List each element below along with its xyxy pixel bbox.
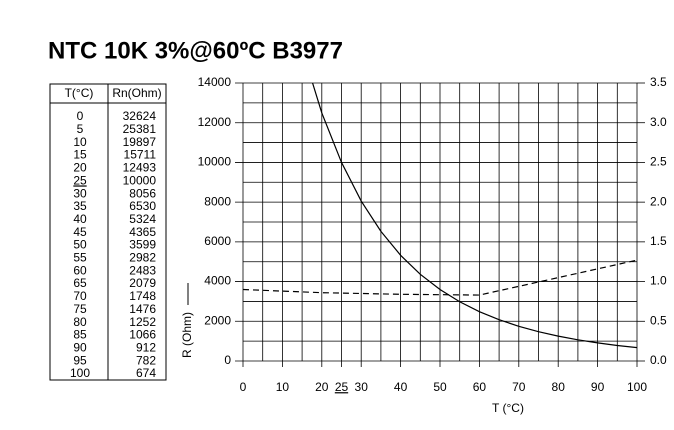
table-cell: 30 [73,186,87,200]
table-cell: 20 [73,161,87,175]
table-header: Rn(Ohm) [112,86,161,100]
table-cell: 40 [73,212,87,226]
table-cell: 4365 [129,225,156,239]
table-cell: 75 [73,302,87,316]
table-cell: 19897 [123,135,157,149]
y-tick-label: 12000 [198,115,232,129]
y2-tick-label: 0.5 [650,313,667,327]
table-cell: 3599 [129,238,156,252]
table-cell: 35 [73,199,87,213]
table-cell: 25 [73,173,87,187]
table-cell: 70 [73,289,87,303]
table-cell: 8056 [129,186,156,200]
x-tick-label: 25 [335,380,349,394]
y-tick-label: 2000 [204,313,231,327]
table-cell: 674 [136,366,156,380]
table-cell: 10000 [123,173,157,187]
table-cell: 5 [77,122,84,136]
y2-tick-label: 0.0 [650,353,667,367]
table-cell: 1066 [129,328,156,342]
table-cell: 1476 [129,302,156,316]
x-tick-label: 20 [315,380,329,394]
y-axis-label: R (Ohm) [180,312,194,358]
table-cell: 912 [136,340,156,354]
table-cell: 32624 [123,109,157,123]
x-axis-label: T (°C) [492,401,524,415]
title: NTC 10K 3%@60ºC B3977 [48,37,343,64]
y-tick-label: 8000 [204,194,231,208]
y2-tick-label: 2.5 [650,155,667,169]
table-cell: 10 [73,135,87,149]
x-tick-label: 50 [433,380,447,394]
table-cell: 95 [73,353,87,367]
y2-tick-label: 1.5 [650,234,667,248]
table-header: T(°C) [65,86,94,100]
table-cell: 80 [73,315,87,329]
table-cell: 1252 [129,315,156,329]
x-tick-label: 40 [394,380,408,394]
table-cell: 25381 [123,122,157,136]
x-tick-label: 10 [276,380,290,394]
table-cell: 2982 [129,251,156,265]
table-cell: 2483 [129,263,156,277]
x-tick-label: 60 [473,380,487,394]
table-cell: 12493 [123,161,157,175]
table-cell: 782 [136,353,156,367]
table-cell: 65 [73,276,87,290]
y-tick-label: 0 [224,353,231,367]
table-cell: 100 [70,366,90,380]
table-cell: 45 [73,225,87,239]
table-cell: 6530 [129,199,156,213]
y2-tick-label: 1.0 [650,274,667,288]
x-tick-label: 0 [240,380,247,394]
table-cell: 2079 [129,276,156,290]
table-cell: 85 [73,328,87,342]
table-cell: 15 [73,148,87,162]
x-tick-label: 30 [355,380,369,394]
series-line [243,259,637,296]
x-tick-label: 80 [552,380,566,394]
table-cell: 1748 [129,289,156,303]
y-tick-label: 10000 [198,155,232,169]
table-cell: 50 [73,238,87,252]
y2-tick-label: 3.5 [650,75,667,89]
table-cell: 60 [73,263,87,277]
series-line [311,83,637,349]
y-tick-label: 14000 [198,75,232,89]
y2-tick-label: 2.0 [650,194,667,208]
x-tick-label: 90 [591,380,605,394]
y-tick-label: 6000 [204,234,231,248]
y2-tick-label: 3.0 [650,115,667,129]
x-tick-label: 70 [512,380,526,394]
table-cell: 0 [77,109,84,123]
table-cell: 90 [73,340,87,354]
table-cell: 15711 [124,148,157,162]
y-tick-label: 4000 [204,274,231,288]
table-cell: 5324 [129,212,156,226]
table-cell: 55 [73,251,87,265]
x-tick-label: 100 [627,380,647,394]
